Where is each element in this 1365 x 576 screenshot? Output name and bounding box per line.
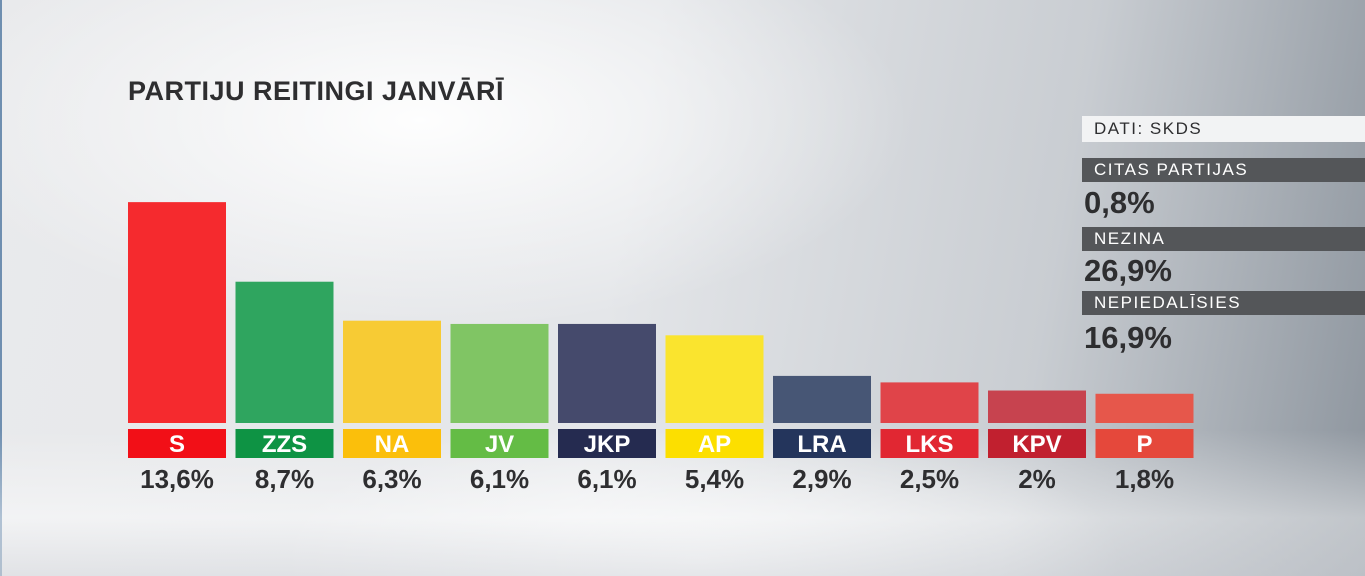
value-label-p: 1,8%	[1115, 464, 1174, 494]
category-label-jv: JV	[485, 431, 514, 458]
category-label-s: S	[169, 431, 185, 458]
category-label-p: P	[1136, 431, 1152, 458]
category-label-zzs: ZZS	[262, 431, 307, 458]
value-label-jv: 6,1%	[470, 464, 529, 494]
bar-s	[128, 202, 226, 423]
category-label-ap: AP	[698, 431, 731, 458]
value-label-s: 13,6%	[140, 464, 214, 494]
value-label-jkp: 6,1%	[577, 464, 636, 494]
category-label-jkp: JKP	[584, 431, 631, 458]
bar-lks	[881, 382, 979, 423]
bar-kpv	[988, 391, 1086, 423]
value-label-ap: 5,4%	[685, 464, 744, 494]
bar-jv	[451, 324, 549, 423]
bar-ap	[666, 335, 764, 423]
bar-na	[343, 321, 441, 423]
bar-jkp	[558, 324, 656, 423]
value-label-na: 6,3%	[362, 464, 421, 494]
value-label-lks: 2,5%	[900, 464, 959, 494]
bar-zzs	[236, 282, 334, 423]
category-label-lks: LKS	[906, 431, 954, 458]
value-label-lra: 2,9%	[792, 464, 851, 494]
category-label-na: NA	[375, 431, 410, 458]
value-label-zzs: 8,7%	[255, 464, 314, 494]
category-label-lra: LRA	[797, 431, 846, 458]
category-label-kpv: KPV	[1012, 431, 1061, 458]
bar-p	[1096, 394, 1194, 423]
value-label-kpv: 2%	[1018, 464, 1056, 494]
bar-lra	[773, 376, 871, 423]
